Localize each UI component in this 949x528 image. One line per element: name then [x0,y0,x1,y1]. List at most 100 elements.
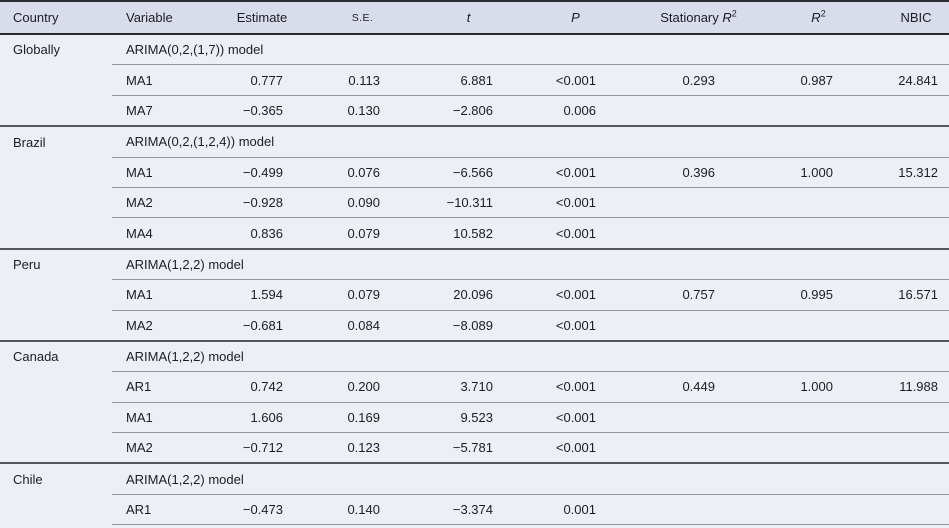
stationary-r2-cell: 0.757 [614,279,774,311]
country-cell: Globally [0,34,112,65]
se-cell: 0.113 [302,64,398,96]
coefficient-row: MA1 −0.499 0.076 −6.566 <0.001 0.396 1.000 15.3… [0,157,949,188]
column-header-r2: R2 [774,1,850,35]
country-spacer-cell [0,157,112,188]
column-header-p: P [510,1,614,35]
t-cell: 10.582 [398,217,510,250]
estimate-cell: −0.712 [222,432,302,465]
coefficient-row: MA4 0.836 0.079 10.582 <0.001 [0,217,949,250]
model-label-cell: ARIMA(1,2,2) model [112,463,949,495]
model-row: Brazil ARIMA(0,2,(1,2,4)) model [0,126,949,158]
stationary-r2-sup: 2 [731,8,737,19]
variable-cell: MA2 [112,187,222,219]
se-cell: 0.149 [302,524,398,528]
country-spacer-cell [0,524,112,528]
coefficient-row: MA1 1.606 0.169 9.523 <0.001 [0,402,949,434]
t-cell: −10.311 [398,187,510,219]
t-cell: −5.781 [398,432,510,465]
estimate-cell: −0.928 [222,187,302,219]
stationary-r2-cell [614,217,774,250]
nbic-cell: 16.571 [850,279,949,311]
se-cell: 0.200 [302,371,398,403]
nbic-cell: 13.550 [850,524,949,528]
r2-cell [774,432,850,465]
stationary-r2-cell: 0.449 [614,371,774,403]
nbic-cell [850,432,949,465]
country-spacer-cell [0,64,112,96]
variable-cell: MA1 [112,157,222,188]
country-spacer-cell [0,217,112,250]
variable-cell: MA7 [112,95,222,128]
p-cell: <0.001 [510,310,614,342]
estimate-cell: 0.777 [222,64,302,96]
column-header-variable: Variable [112,1,222,35]
p-cell: <0.001 [510,64,614,96]
stationary-r2-symbol: R [722,10,732,25]
column-header-estimate: Estimate [222,1,302,35]
stationary-r2-cell [614,402,774,434]
country-cell: Canada [0,340,112,372]
variable-cell: AR1 [112,371,222,403]
t-cell: −8.089 [398,310,510,342]
nbic-cell [850,310,949,342]
coefficient-row: MA7 −0.365 0.130 −2.806 0.006 [0,95,949,128]
nbic-cell [850,217,949,250]
column-header-se: S.E. [302,1,398,35]
stationary-r2-cell [614,95,774,128]
r2-cell: 0.987 [774,64,850,96]
model-label-cell: ARIMA(0,2,(1,7)) model [112,34,949,66]
table-body: Globally ARIMA(0,2,(1,7)) model MA1 0.777 0.… [0,34,949,528]
model-row: Chile ARIMA(1,2,2) model [0,463,949,495]
country-spacer-cell [0,187,112,218]
stationary-r2-cell [614,187,774,219]
model-row: Canada ARIMA(1,2,2) model [0,340,949,373]
nbic-cell: 11.988 [850,371,949,403]
estimate-cell: −0.473 [222,494,302,526]
se-cell: 0.079 [302,279,398,311]
nbic-cell: 15.312 [850,157,949,188]
coefficient-row: AR1 −0.473 0.140 −3.374 0.001 [0,494,949,526]
column-header-country: Country [0,1,112,35]
country-spacer-cell [0,371,112,403]
variable-cell: MA2 [112,432,222,465]
se-cell: 0.090 [302,187,398,219]
r2-cell: 0.999 [774,524,850,528]
nbic-cell [850,494,949,526]
country-spacer-cell [0,494,112,525]
stationary-r2-cell [614,432,774,465]
nbic-cell [850,95,949,128]
p-cell: <0.001 [510,157,614,188]
r2-cell [774,310,850,342]
variable-cell: MA2 [112,310,222,342]
se-cell: 0.076 [302,157,398,188]
model-row: Peru ARIMA(1,2,2) model [0,248,949,281]
country-cell: Chile [0,463,112,495]
p-cell: <0.001 [510,279,614,311]
p-cell: <0.001 [510,432,614,465]
stationary-r2-cell: 0.750 [614,524,774,528]
stationary-r2-cell [614,310,774,342]
p-cell: 0.006 [510,95,614,128]
coefficient-row: MA1 0.777 0.113 6.881 <0.001 0.293 0.987 24.841 [0,64,949,96]
se-cell: 0.079 [302,217,398,250]
estimate-cell: 0.836 [222,217,302,250]
se-cell: 0.140 [302,494,398,526]
nbic-cell [850,402,949,434]
coefficient-row: MA2 −0.712 0.123 −5.781 <0.001 [0,432,949,465]
coefficient-row: MA2 −0.928 0.090 −10.311 <0.001 [0,187,949,219]
t-cell: 20.096 [398,279,510,311]
coefficient-row: MA2 −0.681 0.084 −8.089 <0.001 [0,310,949,342]
variable-cell: MA1 [112,402,222,434]
stationary-r2-cell: 0.293 [614,64,774,96]
nbic-cell: 24.841 [850,64,949,96]
coefficient-row: AR1 0.742 0.200 3.710 <0.001 0.449 1.000 11.988 [0,371,949,403]
p-cell: <0.001 [510,371,614,403]
r2-cell: 1.000 [774,371,850,403]
estimate-cell: 1.606 [222,402,302,434]
country-cell: Peru [0,248,112,280]
coefficient-row: MA1 1.594 0.079 20.096 <0.001 0.757 0.995 16.57… [0,279,949,311]
se-cell: 0.169 [302,402,398,434]
